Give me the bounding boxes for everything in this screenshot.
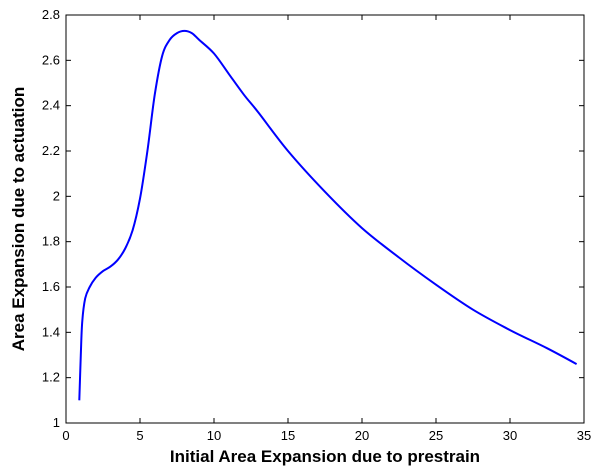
y-tick-label: 2.6 [42,52,60,67]
y-tick-label: 1 [53,415,60,430]
x-tick-label: 35 [577,428,591,443]
y-tick-label: 1.4 [42,324,60,339]
x-axis-title: Initial Area Expansion due to prestrain [170,447,480,466]
y-tick-label: 2 [53,188,60,203]
y-tick-label: 1.8 [42,234,60,249]
x-tick-label: 15 [281,428,295,443]
y-axis: 1 1.2 1.4 1.6 1.8 2 2.2 2.4 2.6 2.8 [42,7,584,430]
y-axis-title: Area Expansion due to actuation [9,87,28,352]
x-tick-label: 20 [355,428,369,443]
y-tick-label: 2.8 [42,7,60,22]
y-tick-label: 1.6 [42,279,60,294]
plot-area [65,14,585,424]
series-line [78,29,578,401]
x-tick-label: 5 [136,428,143,443]
x-tick-label: 25 [429,428,443,443]
x-tick-label: 10 [207,428,221,443]
x-tick-label: 0 [62,428,69,443]
x-tick-label: 30 [503,428,517,443]
x-axis: 0 5 10 15 20 25 30 35 [62,15,591,443]
series-group [78,29,578,401]
y-tick-label: 2.2 [42,143,60,158]
y-tick-label: 2.4 [42,98,60,113]
y-tick-label: 1.2 [42,370,60,385]
